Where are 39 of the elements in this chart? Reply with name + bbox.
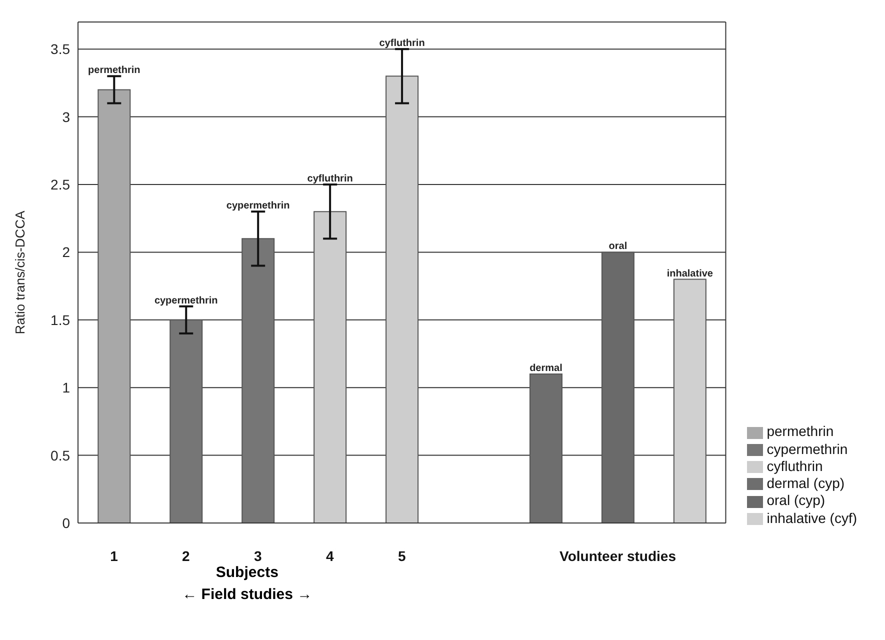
y-tick-label: 2 bbox=[62, 244, 70, 260]
bar bbox=[529, 374, 562, 523]
x-tick-label: 2 bbox=[182, 548, 190, 564]
y-tick-label: 3.5 bbox=[50, 41, 70, 58]
bar bbox=[242, 238, 275, 523]
y-axis-title: Ratio trans/cis-DCCA bbox=[12, 210, 28, 334]
y-tick-label: 1 bbox=[62, 380, 70, 396]
data-label: inhalative bbox=[666, 268, 714, 280]
legend-label: inhalative (cyf) bbox=[766, 510, 857, 526]
bar bbox=[170, 319, 203, 523]
y-tick-label: 1.5 bbox=[50, 312, 70, 328]
data-label: cyfluthrin bbox=[379, 38, 425, 50]
data-label: cypermethrin bbox=[226, 200, 290, 212]
data-label: cypermethrin bbox=[154, 295, 218, 306]
x-tick-label: 4 bbox=[326, 548, 334, 564]
x-tick-label: 3 bbox=[254, 548, 262, 564]
legend-label: cypermethrin bbox=[766, 440, 848, 457]
data-label: permethrin bbox=[88, 65, 140, 76]
y-tick-label: 2.5 bbox=[50, 176, 70, 192]
text: ← Field studies → bbox=[181, 586, 314, 603]
x-axis-title: Subjects bbox=[214, 564, 280, 581]
data-label: cyfluthrin bbox=[307, 173, 353, 184]
legend-label: cyfluthrin bbox=[766, 458, 823, 474]
y-tick-label: 0.5 bbox=[50, 447, 70, 464]
data-label: dermal bbox=[530, 363, 563, 374]
data-label: oral bbox=[608, 241, 628, 252]
bar bbox=[98, 89, 131, 523]
bar bbox=[314, 211, 347, 523]
y-tick-label: 0 bbox=[62, 514, 70, 531]
legend-label: permethrin bbox=[766, 423, 834, 440]
x-tick-label: Volunteer studies bbox=[560, 548, 676, 564]
x-tick-label: 1 bbox=[110, 548, 118, 564]
legend-label: oral (cyp) bbox=[766, 492, 826, 508]
y-tick-label: 3 bbox=[62, 108, 70, 125]
bar bbox=[601, 252, 634, 523]
x-tick-label: 5 bbox=[398, 548, 406, 564]
legend-label: dermal (cyp) bbox=[766, 475, 845, 492]
bar bbox=[673, 278, 706, 523]
bar bbox=[386, 76, 419, 523]
